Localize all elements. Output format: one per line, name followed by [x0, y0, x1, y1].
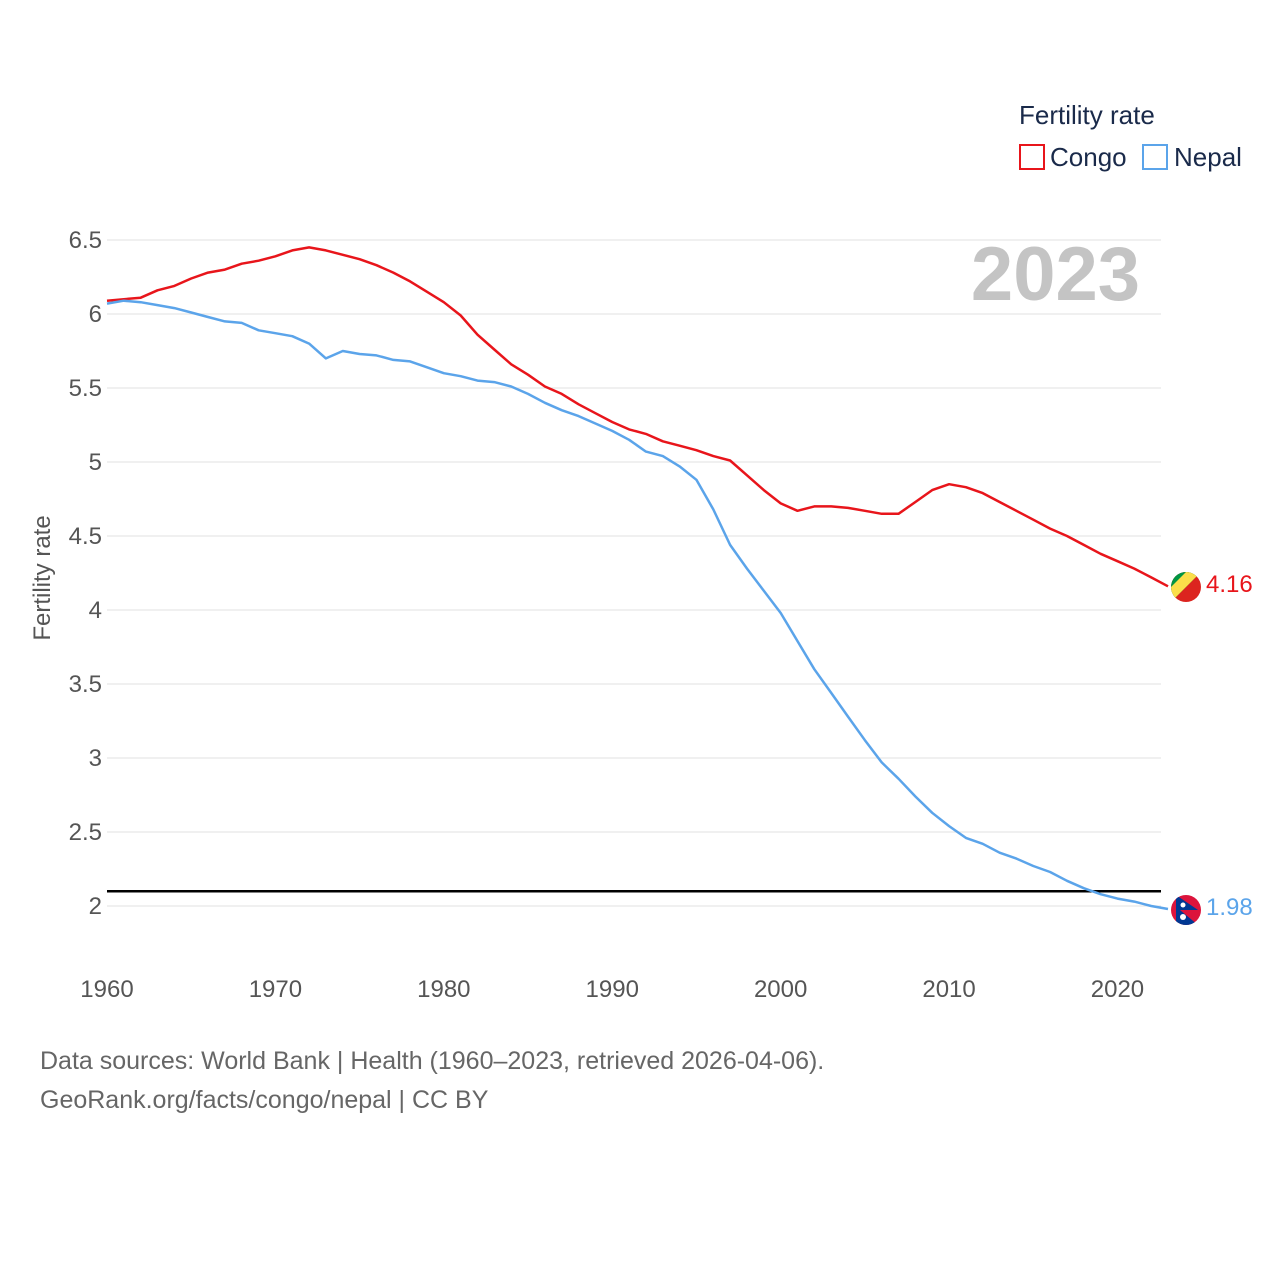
x-tick-label: 2010 [922, 976, 975, 1003]
x-tick-label: 1970 [249, 976, 302, 1003]
legend-title: Fertility rate [1019, 100, 1155, 130]
nepal-flag-icon [1171, 895, 1201, 925]
x-tick-label: 1990 [586, 976, 639, 1003]
y-tick-label: 4.5 [69, 523, 102, 550]
x-tick-label: 2000 [754, 976, 807, 1003]
y-tick-label: 4 [89, 597, 102, 624]
source-line-1: Data sources: World Bank | Health (1960–… [40, 1047, 824, 1075]
current-year-label: 2023 [971, 232, 1140, 317]
x-tick-label: 1960 [80, 976, 133, 1003]
y-tick-label: 3.5 [69, 671, 102, 698]
series-lines [106, 246, 1169, 911]
y-tick-label: 2 [89, 893, 102, 920]
y-tick-label: 2.5 [69, 819, 102, 846]
nepal-end-value: 1.98 [1206, 894, 1253, 921]
legend: Fertility rate Congo Nepal [1019, 100, 1242, 172]
source-line-2[interactable]: GeoRank.org/facts/congo/nepal | CC BY [40, 1086, 489, 1114]
legend-swatch-congo[interactable] [1019, 144, 1045, 170]
x-tick-label: 1980 [417, 976, 470, 1003]
series-line-nepal [106, 299, 1169, 911]
legend-label-congo[interactable]: Congo [1050, 142, 1127, 172]
y-tick-label: 3 [89, 745, 102, 772]
y-tick-label: 5 [89, 449, 102, 476]
y-tick-label: 6.5 [69, 227, 102, 254]
y-axis: 2 2.5 3 3.5 4 4.5 5 5.5 6 6.5 [69, 227, 102, 920]
congo-end-marker: 4.16 [1171, 571, 1253, 602]
y-axis-title: Fertility rate [29, 515, 56, 640]
series-line-congo [106, 246, 1169, 588]
congo-flag-icon [1171, 572, 1201, 602]
nepal-end-marker: 1.98 [1171, 894, 1253, 925]
y-tick-label: 6 [89, 301, 102, 328]
x-tick-label: 2020 [1091, 976, 1144, 1003]
legend-label-nepal[interactable]: Nepal [1174, 142, 1242, 172]
gridlines [107, 239, 1161, 907]
congo-end-value: 4.16 [1206, 571, 1253, 598]
legend-swatch-nepal[interactable] [1142, 144, 1168, 170]
y-tick-label: 5.5 [69, 375, 102, 402]
x-axis: 1960 1970 1980 1990 2000 2010 2020 [80, 976, 1144, 1003]
